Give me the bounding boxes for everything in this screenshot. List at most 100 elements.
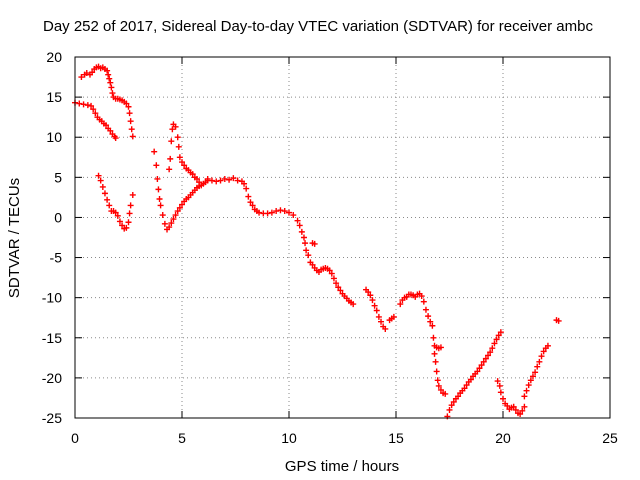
y-tick-label: -15 — [42, 330, 62, 346]
data-point — [245, 193, 252, 200]
data-point — [169, 126, 176, 133]
data-point — [418, 293, 425, 300]
data-point — [300, 234, 307, 241]
x-tick-label: 10 — [281, 430, 297, 446]
data-point — [109, 90, 116, 97]
data-point — [296, 222, 303, 229]
data-point — [196, 179, 203, 186]
data-point — [476, 365, 483, 372]
data-point — [536, 358, 543, 365]
data-point — [540, 348, 547, 355]
plot-frame — [74, 56, 611, 419]
data-point — [478, 362, 485, 369]
data-point — [168, 138, 175, 145]
axis-ticks — [74, 56, 611, 419]
data-point — [153, 162, 160, 169]
data-points — [72, 63, 562, 420]
data-point — [375, 313, 382, 320]
data-point — [97, 177, 104, 184]
y-tick-label: 20 — [46, 49, 62, 65]
data-point — [544, 342, 551, 349]
data-point — [95, 172, 102, 179]
data-point — [500, 395, 506, 402]
data-point — [83, 70, 90, 77]
data-point — [425, 313, 432, 320]
data-point — [504, 402, 511, 409]
data-point — [249, 202, 256, 209]
data-point — [519, 407, 526, 414]
y-tick-label: -10 — [42, 290, 62, 306]
data-point — [264, 210, 271, 217]
x-axis-title: GPS time / hours — [285, 458, 399, 475]
data-point — [290, 212, 297, 219]
data-point — [446, 406, 453, 413]
data-point — [104, 196, 111, 203]
data-point — [303, 247, 310, 254]
data-point — [166, 224, 173, 231]
data-point — [512, 406, 519, 413]
data-point — [155, 186, 162, 193]
data-point — [427, 318, 434, 325]
data-point — [268, 209, 275, 216]
data-point — [176, 204, 183, 211]
data-point — [106, 75, 113, 82]
data-point — [330, 275, 337, 282]
data-point — [101, 190, 108, 197]
data-point — [256, 209, 263, 216]
data-point — [328, 270, 335, 277]
data-point — [432, 358, 439, 365]
data-point — [154, 175, 161, 182]
data-point — [487, 349, 494, 356]
data-point — [538, 353, 545, 360]
data-point — [112, 135, 119, 142]
data-point — [161, 220, 168, 227]
data-point — [382, 325, 389, 332]
y-tick-labels: 20 15 10 5 0 -5 -10 -15 -20 -25 — [42, 49, 62, 426]
data-point — [489, 345, 496, 352]
x-tick-label: 15 — [388, 430, 404, 446]
data-point — [151, 148, 158, 155]
y-tick-label: -5 — [50, 250, 63, 266]
x-tick-label: 5 — [178, 430, 186, 446]
data-point — [92, 110, 99, 117]
data-point — [529, 373, 536, 380]
data-point — [166, 166, 173, 173]
data-point — [213, 178, 220, 185]
data-point — [123, 100, 130, 107]
data-point — [167, 155, 174, 162]
data-point — [434, 377, 441, 384]
data-point — [247, 199, 254, 206]
data-point — [172, 212, 179, 219]
data-point — [127, 202, 134, 209]
data-point — [80, 101, 87, 108]
y-tick-label: -25 — [42, 410, 62, 426]
data-point — [302, 240, 309, 247]
data-point — [204, 175, 211, 182]
data-point — [129, 191, 136, 198]
data-point — [103, 122, 110, 129]
data-point — [420, 298, 427, 305]
data-point — [527, 377, 534, 384]
data-point — [105, 71, 112, 78]
data-point — [433, 368, 440, 375]
y-axis-title: SDTVAR / TECUs — [6, 178, 23, 298]
data-point — [286, 209, 292, 216]
data-point — [112, 209, 119, 216]
data-point — [106, 202, 113, 209]
data-point — [174, 134, 181, 141]
data-point — [311, 240, 318, 247]
data-point — [517, 410, 524, 417]
data-point — [221, 175, 228, 182]
data-point — [193, 175, 200, 182]
data-point — [474, 368, 481, 375]
data-point — [435, 382, 442, 389]
data-point — [175, 143, 182, 150]
data-point — [123, 224, 130, 231]
data-point — [335, 284, 342, 291]
data-point — [480, 358, 487, 365]
data-point — [76, 100, 83, 107]
y-tick-label: 0 — [54, 209, 62, 225]
data-point — [114, 212, 121, 219]
data-point — [107, 127, 114, 134]
